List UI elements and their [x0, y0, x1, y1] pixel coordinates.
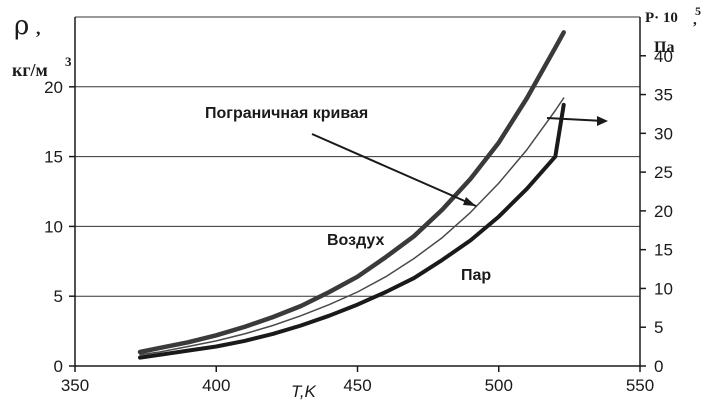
annotation-air: Воздух: [327, 232, 385, 249]
left-axis-symbol: ρ: [14, 11, 29, 41]
right-tick-label: 40: [654, 47, 673, 66]
series-line-boundary-curve: [137, 30, 566, 355]
annotations: Пограничная кривая Воздух Пар: [205, 105, 608, 284]
x-tick-label: 450: [343, 376, 371, 395]
series-lines: [137, 30, 566, 360]
annotation-boundary-curve: Пограничная кривая: [205, 105, 368, 122]
left-tick-label: 15: [44, 148, 63, 167]
left-axis-units: кг/м: [12, 60, 48, 80]
right-axis-exponent: 5: [695, 4, 701, 18]
left-tick-label: 10: [44, 217, 63, 236]
x-tick-label: 350: [61, 376, 89, 395]
right-axis-label: P· 10: [645, 10, 678, 26]
axes: [69, 17, 646, 372]
axis-labels: ρ , кг/м 3 P· 10 5 , Па T,K: [12, 4, 701, 401]
x-tick-label: 500: [485, 376, 513, 395]
boundary-pointer-arrow: [311, 133, 477, 207]
right-axis-pointer-arrow: [546, 117, 605, 122]
left-axis-separator: ,: [36, 18, 41, 38]
x-tick-label: 550: [626, 376, 654, 395]
right-tick-label: 15: [654, 241, 673, 260]
right-axis-pointer-arrowhead: [597, 116, 608, 126]
right-axis-units: Па: [654, 39, 674, 56]
series-line-air: [139, 97, 565, 356]
right-tick-label: 0: [654, 357, 663, 376]
x-tick-label: 400: [202, 376, 230, 395]
right-tick-label: 5: [654, 318, 663, 337]
boundary-pointer-arrowhead: [463, 197, 476, 206]
right-tick-label: 25: [654, 163, 673, 182]
right-tick-label: 10: [654, 279, 673, 298]
right-tick-label: 35: [654, 86, 673, 105]
series-line-steam: [138, 102, 566, 360]
right-tick-label: 20: [654, 202, 673, 221]
grid: [75, 16, 640, 297]
right-axis-separator: ,: [693, 12, 697, 28]
left-tick-label: 5: [54, 287, 63, 306]
left-tick-label: 0: [54, 357, 63, 376]
right-tick-label: 30: [654, 124, 673, 143]
left-axis-units-exponent: 3: [65, 54, 72, 69]
annotation-steam: Пар: [461, 267, 491, 284]
x-axis-label: T,K: [291, 382, 317, 401]
left-tick-label: 20: [44, 78, 63, 97]
